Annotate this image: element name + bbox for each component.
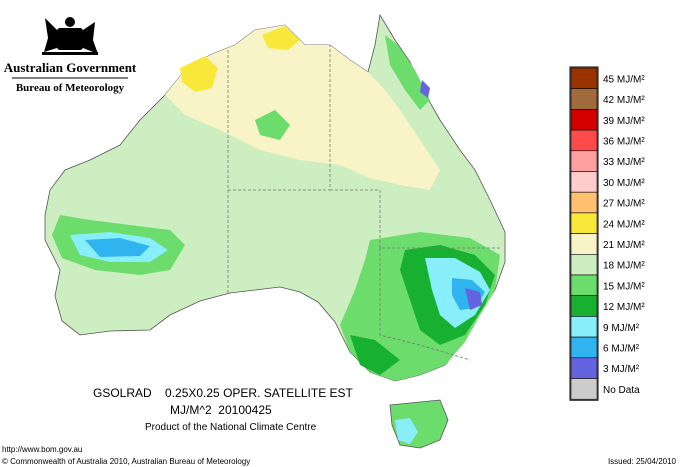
legend-swatch bbox=[570, 191, 598, 214]
region bbox=[165, 25, 440, 190]
legend-frame bbox=[569, 66, 599, 401]
legend: 45 MJ/M² 42 MJ/M² 39 MJ/M² 36 MJ/M² 33 MJ/M²… bbox=[569, 66, 645, 401]
map-subtitle: MJ/M^2 20100425 bbox=[170, 403, 272, 417]
legend-label: 39 MJ/M² bbox=[603, 116, 645, 127]
legend-swatch bbox=[570, 274, 598, 297]
legend-label: 45 MJ/M² bbox=[603, 74, 645, 85]
map-credit: Product of the National Climate Centre bbox=[145, 422, 317, 433]
legend-label: 9 MJ/M² bbox=[603, 323, 640, 334]
legend-label: 21 MJ/M² bbox=[603, 240, 645, 251]
region bbox=[385, 35, 430, 110]
legend-swatch bbox=[570, 212, 598, 234]
government-name: Australian Government bbox=[4, 60, 137, 75]
legend-label: 18 MJ/M² bbox=[603, 261, 645, 272]
legend-label: No Data bbox=[603, 385, 640, 396]
map bbox=[44, 13, 506, 449]
legend-swatch bbox=[570, 233, 598, 255]
region bbox=[85, 238, 150, 257]
legend-swatch bbox=[570, 88, 598, 110]
legend-label: 27 MJ/M² bbox=[603, 199, 645, 210]
legend-label: 42 MJ/M² bbox=[603, 95, 645, 106]
legend-swatch bbox=[570, 378, 598, 400]
legend-label: 12 MJ/M² bbox=[603, 302, 645, 313]
legend-swatch bbox=[570, 295, 598, 317]
state-borders bbox=[227, 45, 500, 361]
legend-swatch bbox=[570, 357, 598, 379]
legend-label: 6 MJ/M² bbox=[603, 343, 640, 354]
region bbox=[255, 110, 290, 140]
legend-swatch bbox=[570, 67, 598, 90]
region bbox=[420, 80, 430, 98]
region bbox=[180, 56, 218, 92]
legend-label: 36 MJ/M² bbox=[603, 136, 645, 147]
legend-label: 15 MJ/M² bbox=[603, 281, 645, 292]
legend-swatch bbox=[570, 171, 598, 193]
region bbox=[262, 26, 300, 50]
legend-swatch bbox=[570, 316, 598, 338]
region bbox=[395, 418, 418, 444]
legend-label: 33 MJ/M² bbox=[603, 157, 645, 168]
legend-swatch bbox=[570, 254, 598, 276]
legend-label: 24 MJ/M² bbox=[603, 219, 645, 230]
bureau-name: Bureau of Meteorology bbox=[16, 82, 125, 94]
legend-swatch bbox=[570, 336, 598, 359]
legend-label: 3 MJ/M² bbox=[603, 364, 640, 375]
footer-url: http://www.bom.gov.au bbox=[2, 445, 82, 454]
footer-issued: Issued: 25/04/2010 bbox=[608, 457, 677, 466]
footer-copyright: © Commonwealth of Australia 2010, Austra… bbox=[2, 457, 250, 466]
legend-swatch bbox=[570, 129, 598, 152]
coat-of-arms bbox=[42, 17, 98, 55]
map-title: GSOLRAD 0.25X0.25 OPER. SATELLITE EST bbox=[93, 386, 354, 400]
legend-label: 30 MJ/M² bbox=[603, 178, 645, 189]
region bbox=[465, 288, 482, 310]
region bbox=[350, 335, 400, 375]
legend-swatch bbox=[570, 150, 598, 172]
legend-swatch bbox=[570, 109, 598, 131]
